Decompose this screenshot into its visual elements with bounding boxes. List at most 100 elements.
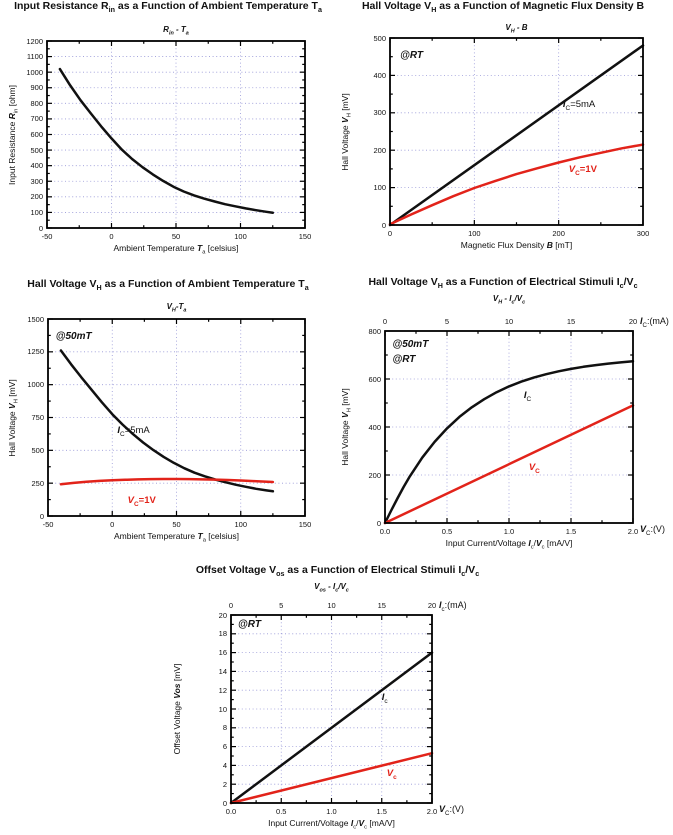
series-label-Ic: IC=5mA xyxy=(117,424,150,438)
y-tick-label: 8 xyxy=(222,723,227,733)
chart-subtitle: Rin - Ta xyxy=(163,25,189,37)
x-tick-label: 2.0 xyxy=(426,807,438,816)
chart-canvas xyxy=(46,40,306,229)
chart-subtitle: VH - B xyxy=(505,23,528,35)
y-tick-label: 300 xyxy=(30,176,43,186)
chart-offset-voltage-vs-electrical-stimuli: Offset Voltage Vos as a Function of Elec… xyxy=(165,560,510,835)
y-tick-label: 600 xyxy=(368,374,381,384)
y-tick-label: 16 xyxy=(218,648,227,658)
y-tick-label: 10 xyxy=(218,704,227,714)
x-tick-label: 300 xyxy=(636,229,650,238)
x-tick-label: 200 xyxy=(552,229,565,238)
y-tick-label: 700 xyxy=(30,114,43,124)
series-label-Ic: IC=5mA xyxy=(562,98,596,112)
x-tick-label: 100 xyxy=(468,229,481,238)
top-x-tick-label: 15 xyxy=(566,317,576,326)
series-line-Vc xyxy=(383,404,635,525)
top-x-tick-label: 0 xyxy=(228,601,234,610)
y-axis-label: Input Resistance Rin [ohm] xyxy=(7,84,20,185)
y-tick-label: 1000 xyxy=(26,67,43,77)
plot-frame xyxy=(384,330,634,524)
chart-hall-voltage-vs-flux-density: Hall Voltage VH as a Function of Magneti… xyxy=(333,0,673,266)
x-axis-label: Magnetic Flux Density B [mT] xyxy=(460,240,573,250)
x-tick-label: 1.0 xyxy=(326,807,337,816)
chart-title: Hall Voltage VH as a Function of Electri… xyxy=(368,276,638,291)
y-tick-label: 800 xyxy=(368,326,381,336)
y-axis-label: Hall Voltage VH [mV] xyxy=(340,92,353,171)
x-tick-label: 1.0 xyxy=(503,527,515,536)
top-x-tick-label: 10 xyxy=(327,601,336,610)
top-x-tick-label: 15 xyxy=(377,601,386,610)
chart-canvas xyxy=(229,614,434,805)
y-tick-label: 800 xyxy=(30,98,43,108)
x-tick-label: -50 xyxy=(42,520,54,529)
x-tick-label: 0.5 xyxy=(276,807,287,816)
series-label-Vc: VC=1V xyxy=(568,163,597,177)
y-tick-label: 1200 xyxy=(26,36,43,46)
y-tick-label: 100 xyxy=(30,207,43,217)
chart-subtitle: Vos - Ic/Vc xyxy=(314,582,349,594)
y-tick-label: 200 xyxy=(368,470,381,480)
chart-canvas xyxy=(47,318,306,517)
x-axis-label: Input Current/Voltage Ic/Vc [mA/V] xyxy=(268,818,395,831)
x-tick-label: 100 xyxy=(234,232,247,241)
series-line-Rin xyxy=(58,67,275,214)
y-tick-label: 250 xyxy=(31,478,44,488)
y-tick-label: 900 xyxy=(30,83,43,93)
y-tick-label: 0 xyxy=(376,518,381,528)
series-label-Vc: Vc xyxy=(386,768,397,782)
y-tick-label: 2 xyxy=(222,779,227,789)
top-x-tick-label: 5 xyxy=(444,317,450,326)
series-label-Vc: VC xyxy=(528,462,540,476)
y-tick-label: 4 xyxy=(222,760,227,770)
x-axis-label: Input Current/Voltage Ic/Vc [mA/V] xyxy=(445,538,573,551)
y-tick-label: 500 xyxy=(31,445,44,455)
x-tick-label: 0.0 xyxy=(379,527,391,536)
top-x-tick-label: 20 xyxy=(628,317,638,326)
series-line-Ic xyxy=(383,359,635,525)
x-tick-label: 100 xyxy=(234,520,247,529)
series-line-Ic xyxy=(229,651,434,805)
y-axis-label: Hall Voltage VH [mV] xyxy=(7,378,20,457)
y-tick-label: 500 xyxy=(30,145,43,155)
y-tick-label: 100 xyxy=(373,183,386,193)
annotation: @RT xyxy=(392,354,416,366)
series-line-Vc xyxy=(59,477,275,486)
x-tick-label: -50 xyxy=(41,232,53,241)
chart-hall-voltage-vs-electrical-stimuli: Hall Voltage VH as a Function of Electri… xyxy=(333,270,673,562)
bottom-axis-unit-label: VC:(V) xyxy=(439,804,464,817)
y-tick-label: 600 xyxy=(30,130,43,139)
y-tick-label: 0 xyxy=(222,798,227,808)
x-tick-label: 0.0 xyxy=(225,807,237,816)
y-tick-label: 12 xyxy=(218,685,227,695)
y-tick-label: 18 xyxy=(218,629,227,639)
x-tick-label: 0 xyxy=(109,232,114,241)
chart-hall-voltage-vs-temperature: Hall Voltage VH as a Function of Ambient… xyxy=(0,270,336,562)
chart-title: Hall Voltage VH as a Function of Magneti… xyxy=(361,0,645,15)
x-tick-label: 50 xyxy=(172,520,181,529)
annotation: @50mT xyxy=(392,338,429,350)
x-tick-label: 50 xyxy=(171,232,181,241)
top-axis-unit-label: Ic:(mA) xyxy=(439,600,467,613)
y-tick-label: 1100 xyxy=(26,52,43,62)
y-tick-label: 400 xyxy=(30,161,43,171)
series-line-Vc xyxy=(388,143,645,226)
series-line-Vc xyxy=(229,751,434,805)
series-label-Ic: IC xyxy=(523,390,532,404)
top-x-tick-label: 5 xyxy=(279,601,284,610)
y-axis-label: Hall Voltage VH [mV] xyxy=(340,388,353,466)
chart-subtitle: VH - Ic/Vc xyxy=(492,294,526,306)
y-tick-label: 300 xyxy=(373,108,386,118)
top-axis-unit-label: IC:(mA) xyxy=(640,316,669,329)
x-tick-label: 0.5 xyxy=(441,527,453,536)
x-tick-label: 150 xyxy=(298,520,312,529)
y-tick-label: 20 xyxy=(218,610,227,620)
annotation: @RT xyxy=(238,619,261,631)
annotation: @RT xyxy=(400,49,424,61)
chart-title: Input Resistance Rin as a Function of Am… xyxy=(14,0,322,15)
series-line-Ic xyxy=(388,44,645,227)
x-tick-label: 0 xyxy=(387,229,393,238)
top-x-tick-label: 0 xyxy=(382,317,388,326)
y-tick-label: 400 xyxy=(368,422,381,432)
